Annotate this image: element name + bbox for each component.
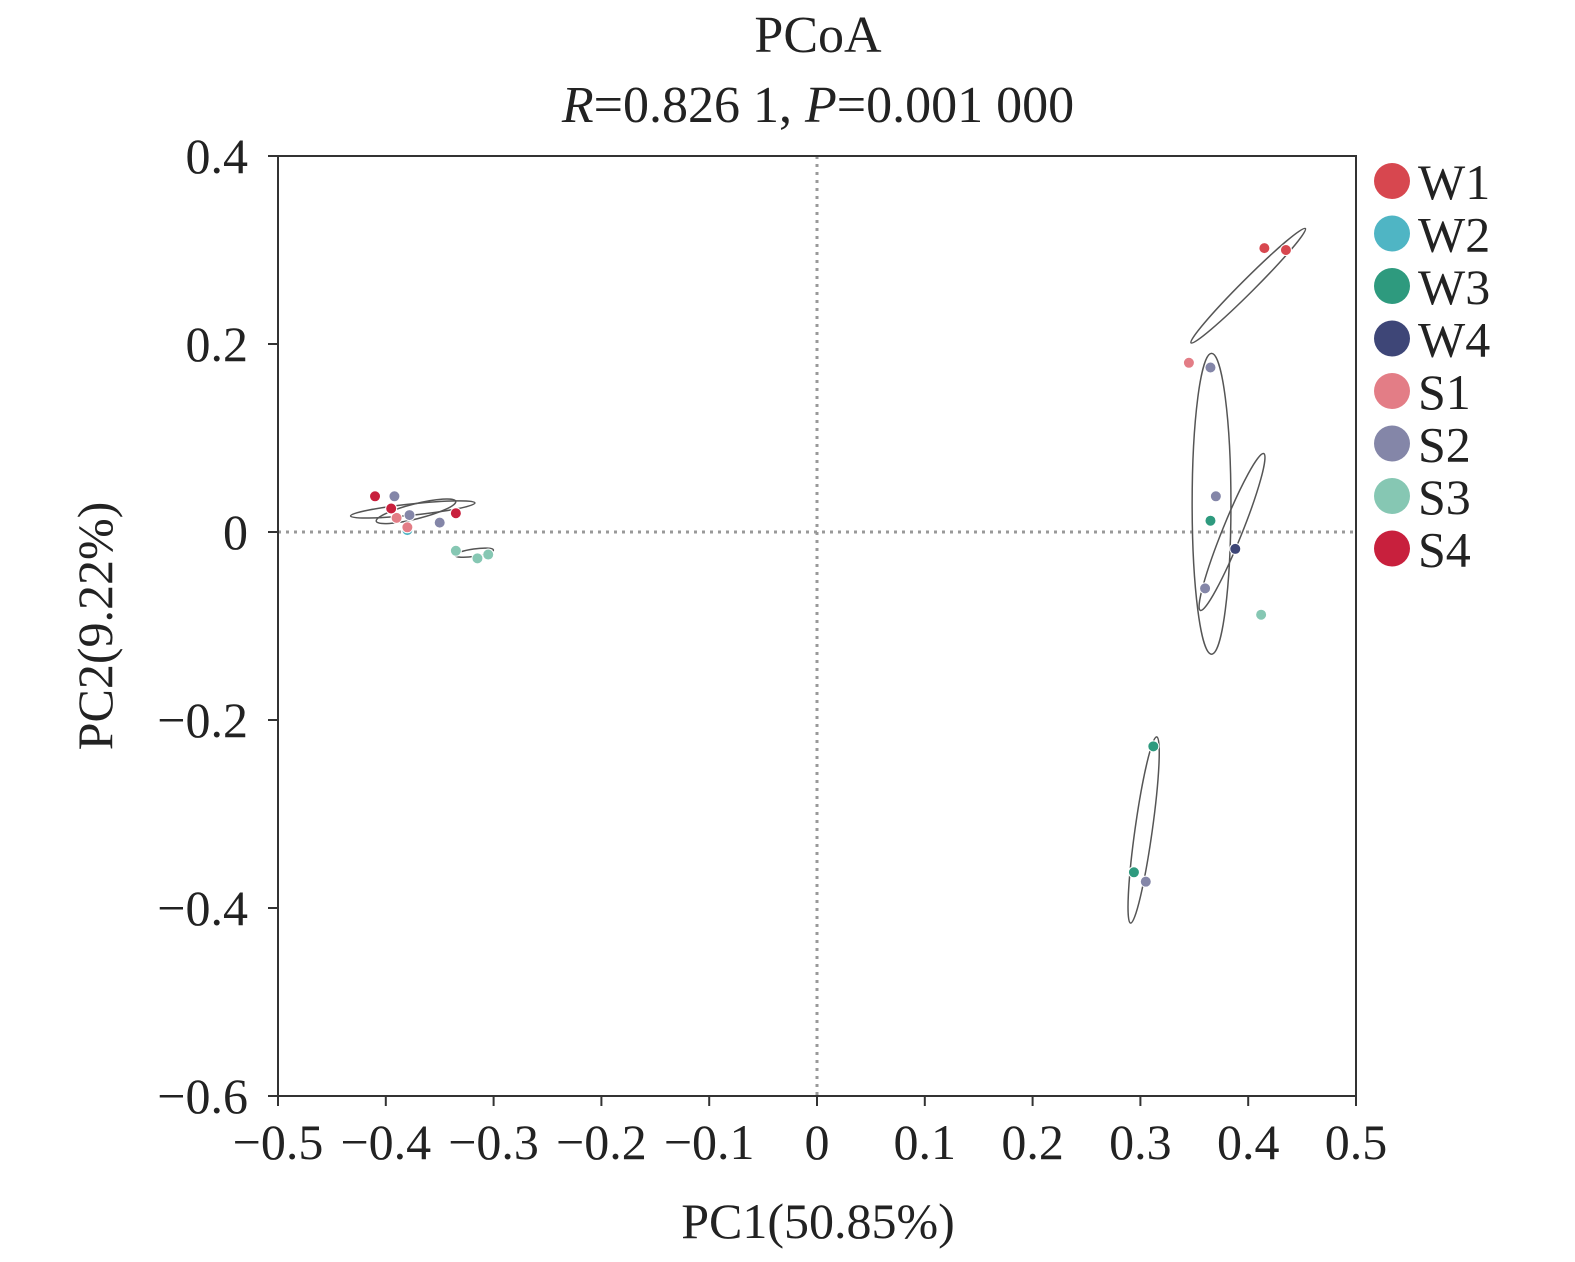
point-s2 <box>1139 875 1152 888</box>
y-tick-label: −0.2 <box>157 692 248 748</box>
x-axis-ticks: −0.5 −0.4 −0.3 −0.2 −0.1 0 0.1 0.2 0.3 0.4 0.5 <box>233 1096 1388 1170</box>
legend-label-w4: W4 <box>1418 312 1490 368</box>
chart-subtitle: R=0.826 1, P=0.001 000 <box>561 77 1074 134</box>
x-tick-label: −0.3 <box>448 1114 539 1170</box>
confidence-ellipses <box>349 227 1307 924</box>
subtitle-p-value: =0.001 000 <box>837 77 1074 134</box>
group-ellipse <box>1191 352 1232 655</box>
y-axis-ticks: −0.6 −0.4 −0.2 0 0.2 0.4 <box>157 128 278 1124</box>
plot-frame <box>277 155 1357 1097</box>
legend-marker-w3 <box>1374 268 1410 304</box>
point-s2 <box>1209 490 1222 503</box>
legend-marker-w2 <box>1374 215 1410 252</box>
y-tick-label: −0.4 <box>157 880 248 936</box>
subtitle-p-label: P <box>804 77 837 134</box>
point-s2 <box>433 516 446 529</box>
chart-title: PCoA <box>754 7 882 64</box>
legend-label-w3: W3 <box>1418 259 1490 315</box>
point-s1 <box>390 511 403 524</box>
y-tick-label: 0 <box>223 504 248 560</box>
x-axis-label: PC1(50.85%) <box>681 1193 955 1249</box>
point-s2 <box>403 509 416 522</box>
point-s3 <box>482 548 495 561</box>
x-tick-label: 0.1 <box>894 1114 957 1170</box>
point-s1 <box>401 521 414 534</box>
x-tick-label: 0.4 <box>1217 1114 1280 1170</box>
y-tick-label: −0.6 <box>157 1068 248 1124</box>
legend-label-s1: S1 <box>1418 364 1471 420</box>
legend-marker-s4 <box>1374 530 1410 567</box>
legend-marker-s2 <box>1374 425 1410 462</box>
group-ellipse <box>1190 227 1307 344</box>
x-tick-label: 0.2 <box>1001 1114 1064 1170</box>
legend-marker-w4 <box>1374 320 1410 357</box>
legend-label-s3: S3 <box>1418 469 1471 525</box>
point-s3 <box>1255 608 1268 621</box>
legend-label-w2: W2 <box>1418 207 1490 263</box>
point-s4 <box>369 490 382 503</box>
y-tick-label: 0.2 <box>186 316 249 372</box>
point-s1 <box>1182 356 1195 369</box>
subtitle-r-value: =0.826 1, <box>594 77 805 134</box>
reference-lines <box>278 156 1356 1096</box>
point-s2 <box>1199 582 1212 595</box>
point-s2 <box>1204 361 1217 374</box>
point-s4 <box>449 507 462 520</box>
x-tick-label: −0.2 <box>556 1114 647 1170</box>
point-w3 <box>1147 740 1160 753</box>
x-tick-label: −0.1 <box>664 1114 755 1170</box>
y-axis-label: PC2(9.22%) <box>67 502 123 751</box>
point-w3 <box>1204 514 1217 527</box>
legend-marker-s1 <box>1374 373 1410 409</box>
point-s3 <box>449 544 462 557</box>
x-tick-label: 0.3 <box>1109 1114 1172 1170</box>
legend-marker-s3 <box>1374 478 1410 514</box>
point-w3 <box>1127 866 1140 879</box>
legend-label-s4: S4 <box>1418 522 1471 578</box>
point-w4 <box>1229 542 1242 555</box>
point-s4 <box>385 502 398 515</box>
group-ellipse <box>375 498 457 525</box>
y-tick-label: 0.4 <box>186 128 249 184</box>
legend-marker-w1 <box>1374 163 1410 199</box>
x-tick-label: −0.5 <box>233 1114 324 1170</box>
point-s2 <box>388 490 401 503</box>
x-tick-label: 0.5 <box>1325 1114 1388 1170</box>
point-w1 <box>1279 244 1292 256</box>
point-s3 <box>471 552 484 565</box>
group-ellipse <box>1127 736 1161 924</box>
group-ellipse <box>1198 452 1266 612</box>
subtitle-r-label: R <box>561 77 594 134</box>
legend-label-w1: W1 <box>1418 154 1490 210</box>
x-tick-label: 0 <box>805 1114 830 1170</box>
data-points <box>369 242 1292 888</box>
legend-label-s2: S2 <box>1418 417 1471 473</box>
x-tick-label: −0.4 <box>340 1114 431 1170</box>
point-w1 <box>1258 242 1271 255</box>
